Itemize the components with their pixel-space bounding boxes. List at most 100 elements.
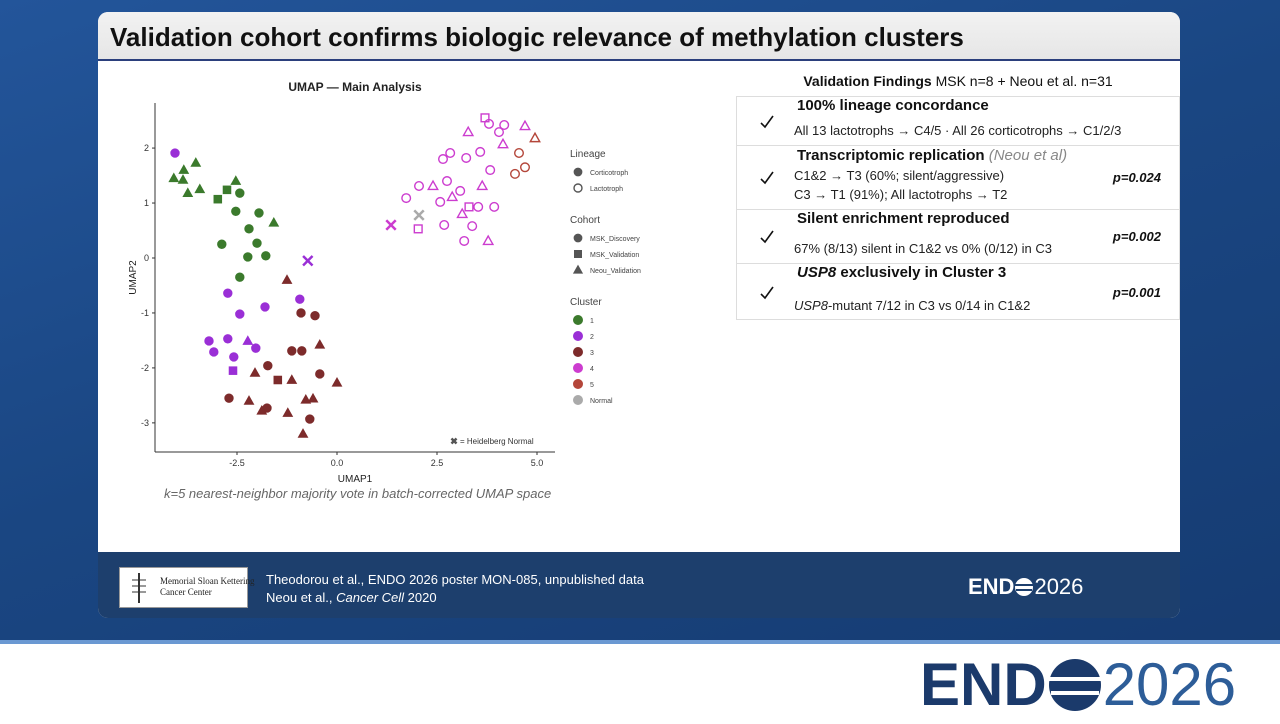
data-point [467, 221, 478, 232]
findings-table: 100% lineage concordance All 13 lactotrop… [736, 96, 1180, 320]
data-point [273, 375, 283, 385]
text-segment: Silent enrichment reproduced [797, 210, 1010, 227]
data-point [223, 334, 233, 344]
finding-row: USP8 exclusively in Cluster 3 USP8-mutant… [736, 263, 1180, 320]
finding-detail: USP8-mutant 7/12 in C3 vs 0/14 in C1&2 [794, 298, 1030, 313]
check-icon [760, 171, 774, 185]
bottom-band: END 2026 [0, 640, 1280, 724]
legend-symbol [573, 347, 583, 357]
data-point [315, 369, 325, 379]
text-segment: All 13 lactotrophs → C4/5 · All 26 corti… [794, 123, 1122, 138]
x-tick-label: 5.0 [531, 458, 544, 468]
data-point [456, 207, 469, 219]
data-point [286, 374, 298, 384]
legend-symbol [573, 249, 582, 258]
legend-symbol [573, 331, 583, 341]
data-point [204, 336, 214, 346]
data-point [281, 274, 293, 284]
finding-row: Transcriptomic replication (Neou et al) C… [736, 145, 1180, 209]
annotation: = Heidelberg Normal [460, 437, 534, 446]
slide: Validation cohort confirms biologic rele… [98, 12, 1180, 618]
data-point [182, 187, 194, 197]
title-bar: Validation cohort confirms biologic rele… [98, 12, 1180, 61]
y-tick-label: 0 [144, 253, 149, 263]
data-point [485, 165, 496, 176]
data-point [455, 185, 466, 196]
data-point [445, 148, 456, 159]
data-point [446, 190, 459, 202]
data-point [442, 176, 453, 187]
data-point [520, 162, 531, 173]
data-point [243, 395, 255, 405]
finding-title: Transcriptomic replication (Neou et al) [797, 147, 1067, 164]
caption: k=5 nearest-neighbor majority vote in ba… [164, 486, 552, 501]
data-point [305, 414, 315, 424]
annotation-symbol [450, 437, 458, 445]
data-point [231, 206, 241, 216]
data-point [529, 131, 541, 143]
data-point [268, 217, 280, 227]
y-tick-label: -1 [141, 308, 149, 318]
legend-symbol [573, 183, 583, 193]
data-point [499, 119, 510, 130]
heading: Validation Findings [803, 73, 932, 89]
legend-label: 4 [590, 366, 594, 373]
data-point [473, 201, 484, 212]
subheading: MSK n=8 + Neou et al. n=31 [935, 73, 1113, 89]
citation: Theodorou et al., ENDO 2026 poster MON-0… [266, 572, 644, 587]
data-point [235, 188, 245, 198]
finding-detail: C3 → T1 (91%); All lactotrophs → T2 [794, 187, 1007, 202]
text-segment: Neou et al., [266, 590, 337, 605]
data-point [295, 294, 305, 304]
data-point [401, 193, 412, 204]
legend-symbol [573, 363, 583, 373]
data-point [296, 308, 306, 318]
data-point [261, 251, 271, 261]
data-point [300, 394, 312, 404]
p-value: p=0.024 [1112, 170, 1161, 185]
legend-title: Cohort [570, 215, 600, 226]
legend-label: Normal [590, 398, 613, 405]
brand-text: END [920, 651, 1047, 718]
data-point [480, 113, 490, 123]
x-tick-label: 2.5 [431, 458, 444, 468]
msk-emblem [132, 573, 146, 603]
check-stroke [760, 115, 774, 128]
footer: Memorial Sloan Kettering Cancer Center T… [98, 552, 1180, 618]
data-point [178, 164, 190, 174]
data-point [435, 196, 446, 207]
data-point [170, 148, 180, 158]
endo-logo-small: END 2026 [968, 574, 1083, 600]
text-segment: C3 → T1 (91%); All lactotrophs → T2 [794, 187, 1008, 202]
globe [1015, 578, 1034, 596]
legend-label: Lactotroph [590, 186, 623, 193]
data-point [438, 154, 449, 165]
cross-stroke [302, 255, 314, 267]
data-point [519, 119, 531, 131]
msk-logo: Memorial Sloan Kettering Cancer Center [119, 567, 254, 608]
msk-name: Cancer Center [160, 587, 212, 597]
data-point [217, 239, 227, 249]
data-point [482, 234, 495, 246]
finding-title: 100% lineage concordance [797, 97, 989, 114]
x-tick-label: -2.5 [229, 458, 245, 468]
legend-symbol [573, 395, 583, 405]
data-point [462, 125, 475, 137]
data-point [414, 180, 425, 191]
chart-title: UMAP — Main Analysis [288, 80, 422, 94]
data-point [413, 209, 425, 221]
data-point [494, 127, 505, 138]
data-point [282, 407, 294, 417]
data-point [177, 174, 189, 184]
endo-logo-large: END 2026 [920, 650, 1236, 719]
finding-detail: All 13 lactotrophs → C4/5 · All 26 corti… [794, 123, 1121, 138]
data-point [331, 376, 343, 387]
data-point [314, 339, 326, 349]
text-segment: (Neou et al) [988, 147, 1068, 164]
legend-label: 1 [590, 318, 594, 325]
check-icon [760, 230, 774, 244]
data-point [510, 168, 521, 179]
check-icon [760, 115, 774, 128]
text-segment: C1&2 → T3 (60%; silent/aggressive) [794, 168, 1005, 183]
